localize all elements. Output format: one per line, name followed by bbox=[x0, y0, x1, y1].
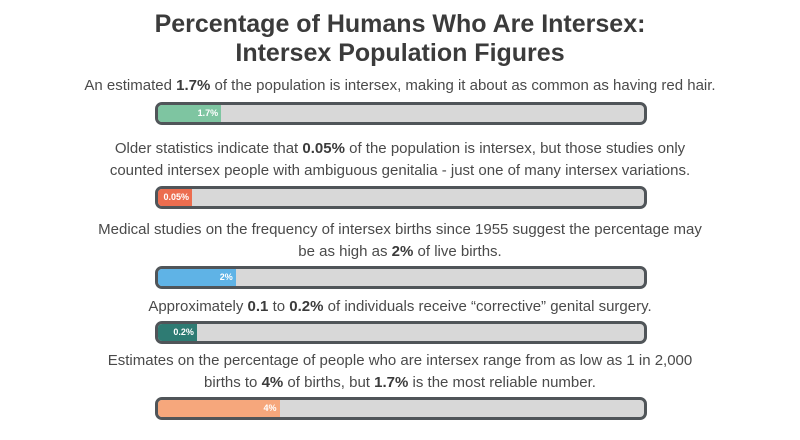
desc-text: of individuals receive “corrective” geni… bbox=[323, 298, 652, 315]
desc-highlight: 1.7% bbox=[374, 374, 409, 391]
progress-label-1: 1.7% bbox=[197, 108, 219, 118]
desc-text: to bbox=[268, 298, 290, 315]
progress-track-4: 0.2% bbox=[155, 321, 647, 344]
progress-fill-5 bbox=[158, 400, 280, 417]
progress-track-3: 2% bbox=[155, 266, 647, 289]
desc-text: be as high as bbox=[298, 243, 392, 260]
desc-text: of live births. bbox=[413, 243, 502, 260]
progress-fill-4 bbox=[158, 324, 197, 341]
stat-description-2: Older statistics indicate that 0.05% of … bbox=[0, 138, 800, 182]
progress-label-4: 0.2% bbox=[173, 327, 194, 337]
progress-track-2: 0.05% bbox=[155, 186, 647, 209]
chart-title-line-2: Intersex Population Figures bbox=[235, 39, 565, 67]
desc-text: An estimated bbox=[84, 77, 177, 94]
desc-text: is the most reliable number. bbox=[408, 374, 596, 391]
desc-highlight: 1.7% bbox=[176, 77, 211, 94]
progress-fill-3 bbox=[158, 269, 236, 286]
desc-highlight: 0.2% bbox=[289, 298, 324, 315]
desc-text: Approximately bbox=[148, 298, 248, 315]
progress-label-2: 0.05% bbox=[163, 192, 190, 202]
progress-fill-1 bbox=[158, 105, 222, 122]
chart-title-line-1: Percentage of Humans Who Are Intersex: bbox=[154, 10, 646, 38]
chart-title: Percentage of Humans Who Are Intersex: I… bbox=[0, 10, 800, 68]
desc-text: Older statistics indicate that bbox=[114, 140, 303, 157]
desc-highlight: 0.05% bbox=[302, 140, 345, 157]
stat-description-5: Estimates on the percentage of people wh… bbox=[0, 350, 800, 394]
desc-text: counted intersex people with ambiguous g… bbox=[109, 162, 691, 179]
stat-item-3: Medical studies on the frequency of inte… bbox=[0, 219, 800, 289]
progress-label-3: 2% bbox=[219, 272, 233, 282]
stat-item-1: An estimated 1.7% of the population is i… bbox=[0, 75, 800, 125]
desc-text: of births, but bbox=[283, 374, 375, 391]
progress-fill-2 bbox=[158, 189, 193, 206]
stat-item-4: Approximately 0.1 to 0.2% of individuals… bbox=[0, 296, 800, 344]
desc-text: of the population is intersex, but those… bbox=[344, 140, 686, 157]
progress-track-5: 4% bbox=[155, 397, 647, 420]
desc-text: births to bbox=[204, 374, 262, 391]
desc-highlight: 2% bbox=[391, 243, 414, 260]
desc-highlight: 4% bbox=[261, 374, 284, 391]
stat-description-3: Medical studies on the frequency of inte… bbox=[0, 219, 800, 263]
progress-track-1: 1.7% bbox=[155, 102, 647, 125]
desc-text: of the population is intersex, making it… bbox=[210, 77, 716, 94]
desc-text: Estimates on the percentage of people wh… bbox=[107, 352, 693, 369]
stat-description-1: An estimated 1.7% of the population is i… bbox=[0, 75, 800, 97]
stat-item-2: Older statistics indicate that 0.05% of … bbox=[0, 138, 800, 209]
stat-description-4: Approximately 0.1 to 0.2% of individuals… bbox=[0, 296, 800, 318]
desc-text: Medical studies on the frequency of inte… bbox=[98, 221, 702, 238]
progress-label-5: 4% bbox=[263, 403, 277, 413]
stat-item-5: Estimates on the percentage of people wh… bbox=[0, 350, 800, 420]
desc-highlight: 0.1 bbox=[247, 298, 269, 315]
